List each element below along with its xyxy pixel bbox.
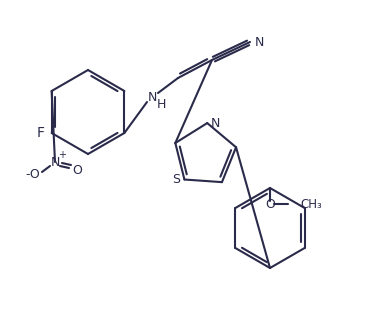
- Text: F: F: [36, 126, 45, 140]
- Text: H: H: [156, 98, 166, 111]
- Text: CH₃: CH₃: [300, 197, 322, 210]
- Text: N: N: [210, 116, 220, 129]
- Text: O: O: [72, 163, 82, 176]
- Text: S: S: [172, 173, 180, 186]
- Text: N: N: [147, 91, 157, 104]
- Text: -O: -O: [26, 167, 40, 180]
- Text: +: +: [58, 150, 66, 160]
- Text: N: N: [254, 36, 264, 49]
- Text: O: O: [265, 197, 275, 210]
- Text: N: N: [50, 155, 60, 168]
